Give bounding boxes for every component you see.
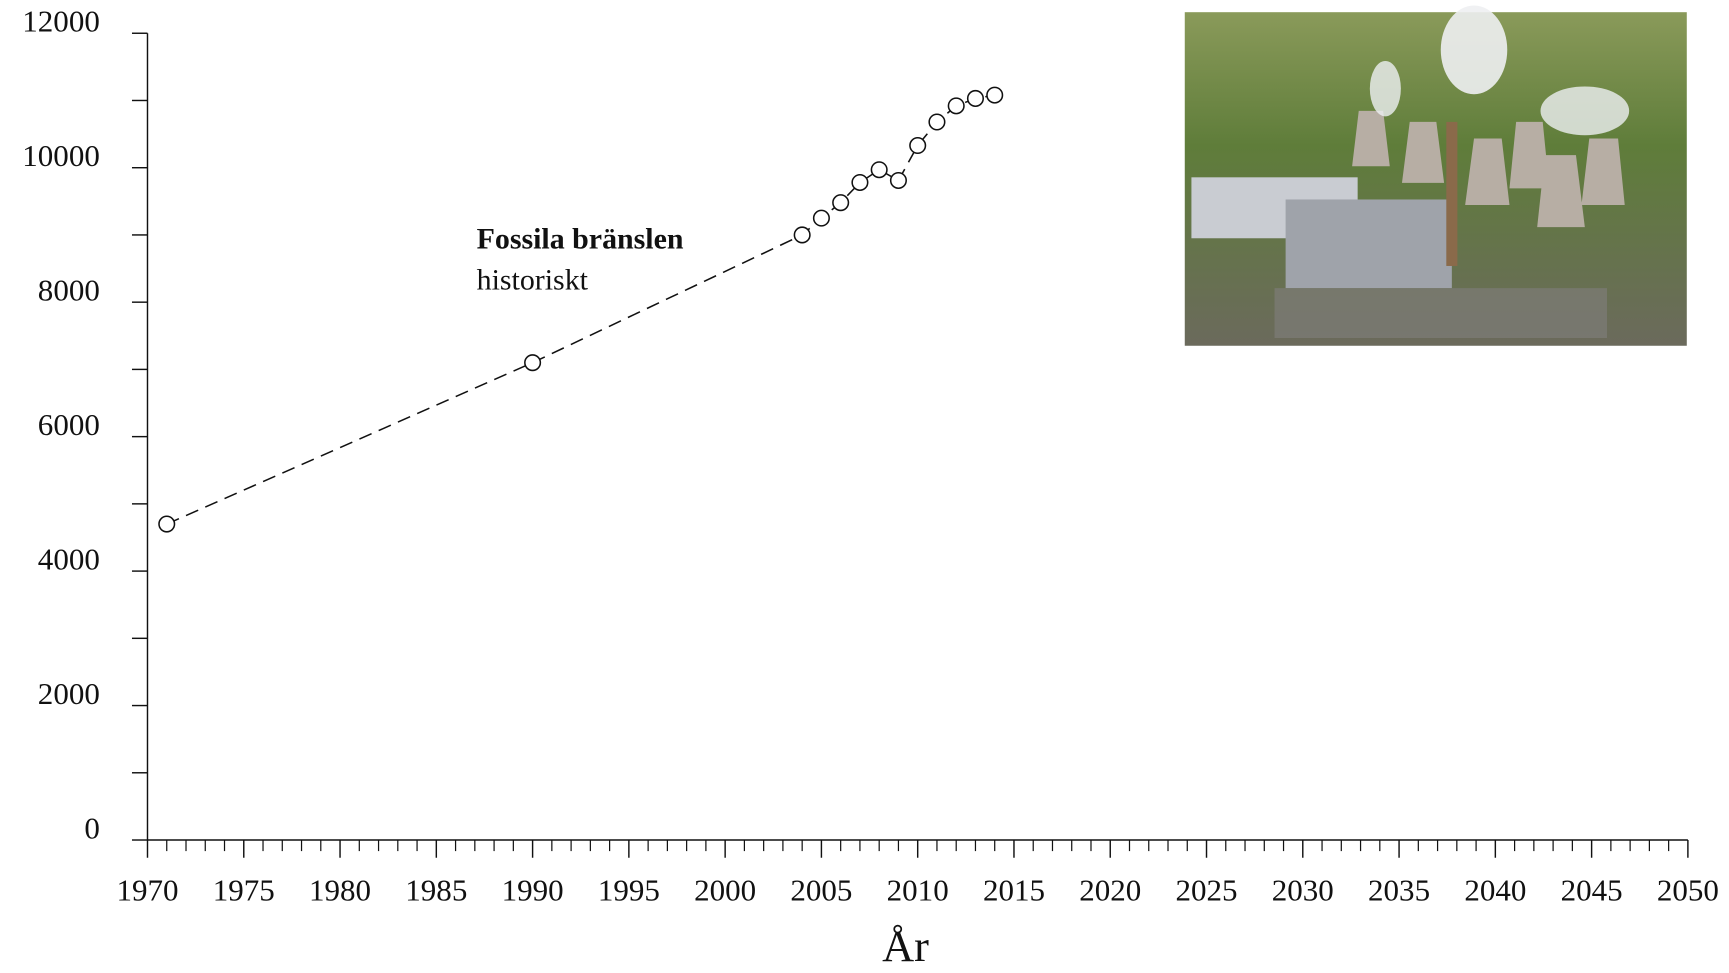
- photo: [1184, 5, 1687, 346]
- data-point: [524, 354, 542, 372]
- series-line: [166, 94, 995, 525]
- x-axis-label: År: [882, 922, 929, 971]
- y-tick-label: 8000: [38, 272, 100, 307]
- y-tick-label: 6000: [38, 407, 100, 442]
- x-tick-label: 2030: [1272, 872, 1334, 907]
- data-point: [966, 89, 984, 107]
- data-point: [889, 171, 907, 190]
- data-point: [947, 97, 965, 115]
- x-tick-label: 2005: [790, 872, 852, 907]
- data-point: [870, 161, 888, 179]
- y-tick-label: 12000: [22, 4, 100, 39]
- x-tick-label: 2035: [1368, 872, 1430, 907]
- x-tick-label: 1970: [116, 872, 178, 907]
- x-tick-label: 2020: [1079, 872, 1141, 907]
- x-tick-label: 2025: [1176, 872, 1238, 907]
- data-point: [158, 515, 176, 533]
- y-tick-label: 10000: [22, 138, 100, 173]
- x-tick-label: 1985: [405, 872, 467, 907]
- data-point: [928, 113, 946, 131]
- y-tick-label: 0: [84, 810, 100, 845]
- x-tick-label: 1990: [502, 872, 564, 907]
- annotation-title: Fossila bränslen: [477, 222, 684, 255]
- data-point: [909, 136, 927, 155]
- data-point: [793, 226, 811, 244]
- x-tick-label: 1975: [213, 872, 275, 907]
- y-tick-label: 2000: [38, 676, 100, 711]
- data-point: [832, 194, 850, 212]
- x-tick-label: 2000: [694, 872, 756, 907]
- x-tick-label: 1995: [598, 872, 660, 907]
- x-tick-label: 2050: [1657, 872, 1719, 907]
- data-point: [986, 86, 1004, 104]
- x-tick-label: 2045: [1561, 872, 1623, 907]
- x-tick-label: 2015: [983, 872, 1045, 907]
- x-tick-label: 2010: [887, 872, 949, 907]
- data-point: [851, 173, 869, 192]
- annotation-subtitle: historiskt: [477, 263, 589, 296]
- x-tick-label: 2040: [1464, 872, 1526, 907]
- y-tick-label: 4000: [38, 541, 100, 576]
- data-point: [812, 209, 830, 227]
- x-tick-label: 1980: [309, 872, 371, 907]
